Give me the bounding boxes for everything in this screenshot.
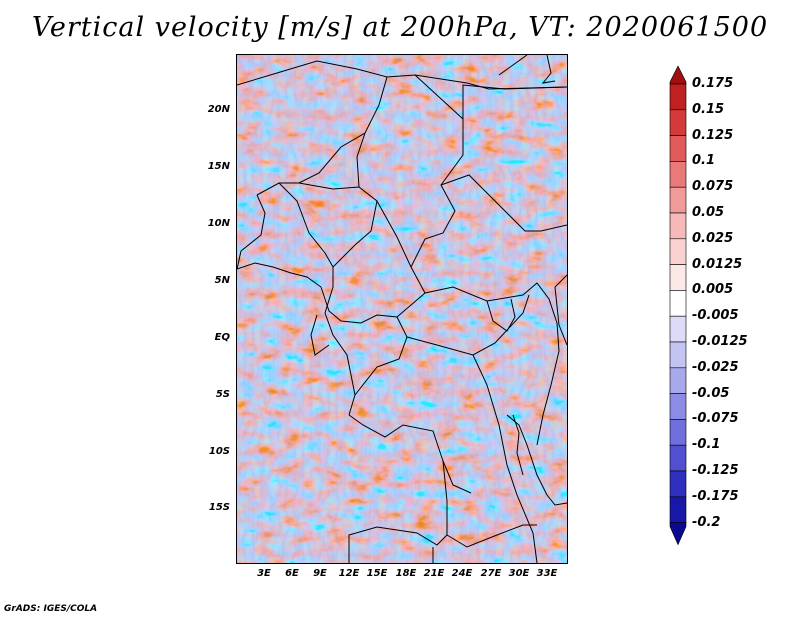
- colorbar-swatch: [669, 522, 687, 546]
- colorbar-level-label: 0.15: [692, 101, 725, 117]
- lat-label-eq: EQ: [214, 332, 230, 343]
- lon-label-24e: 24E: [451, 568, 473, 579]
- lat-label-10n: 10N: [207, 218, 230, 229]
- colorbar-level-label: -0.1: [692, 437, 721, 453]
- lat-label-5s: 5S: [215, 389, 230, 400]
- colorbar-swatch: [669, 161, 687, 188]
- lon-label-33e: 33E: [536, 568, 558, 579]
- colorbar-swatch: [669, 212, 687, 240]
- lon-label-27e: 27E: [480, 568, 502, 579]
- colorbar-level-label: -0.075: [692, 411, 739, 427]
- colorbar-swatch: [669, 393, 687, 420]
- colorbar-level-label: -0.125: [692, 463, 739, 478]
- colorbar-swatch: [669, 419, 687, 446]
- coastlines-borders: [237, 55, 567, 563]
- lon-label-15e: 15E: [366, 568, 388, 579]
- colorbar-swatch: [669, 341, 687, 369]
- colorbar-level-label: 0.025: [692, 230, 734, 246]
- colorbar-level-label: -0.025: [692, 359, 739, 375]
- lon-label-3e: 3E: [257, 568, 271, 579]
- colorbar-level-label: -0.005: [692, 308, 739, 324]
- colorbar-swatch: [669, 238, 687, 265]
- lon-label-30e: 30E: [508, 568, 530, 579]
- colorbar-swatch: [669, 264, 687, 291]
- colorbar-level-label: 0.175: [692, 76, 734, 91]
- colorbar-level-label: -0.175: [692, 488, 739, 504]
- lat-label-5n: 5N: [214, 275, 230, 286]
- colorbar-swatch: [669, 109, 687, 136]
- lat-label-15n: 15N: [207, 161, 230, 172]
- grads-credit: GrADS: IGES/COLA: [4, 604, 98, 614]
- colorbar-swatch: [669, 83, 687, 111]
- colorbar-swatch: [669, 470, 687, 498]
- lon-label-9e: 9E: [313, 568, 327, 579]
- colorbar-level-label: -0.2: [692, 514, 721, 530]
- colorbar-swatch: [669, 135, 687, 162]
- lon-label-6e: 6E: [285, 568, 299, 579]
- colorbar-swatch: [669, 186, 687, 214]
- lat-label-10s: 10S: [208, 446, 230, 457]
- lon-label-21e: 21E: [423, 568, 445, 579]
- colorbar-swatch: [669, 315, 687, 343]
- field-streaks: [237, 55, 567, 563]
- colorbar-swatch: [669, 65, 687, 85]
- lat-label-20n: 20N: [207, 104, 230, 115]
- colorbar-swatch: [669, 290, 687, 317]
- lat-label-15s: 15S: [208, 502, 230, 513]
- colorbar-level-label: 0.1: [692, 153, 716, 169]
- lon-label-18e: 18E: [395, 568, 417, 579]
- colorbar-level-label: 0.05: [692, 205, 725, 220]
- velocity-field: [237, 55, 567, 563]
- colorbar-level-label: 0.075: [692, 179, 734, 195]
- colorbar: [669, 65, 687, 546]
- colorbar-level-label: -0.05: [692, 385, 730, 401]
- colorbar-level-label: 0.0125: [692, 256, 743, 272]
- colorbar-swatch: [669, 367, 687, 394]
- colorbar-swatch: [669, 444, 687, 472]
- lon-label-12e: 12E: [338, 568, 360, 579]
- colorbar-level-label: -0.0125: [692, 334, 748, 349]
- colorbar-level-label: 0.005: [692, 282, 734, 298]
- plot-title: Vertical velocity [m/s] at 200hPa, VT: 2…: [31, 12, 769, 43]
- colorbar-level-label: 0.125: [692, 127, 734, 143]
- colorbar-swatch: [669, 496, 687, 523]
- map-plot-area[interactable]: [236, 54, 568, 564]
